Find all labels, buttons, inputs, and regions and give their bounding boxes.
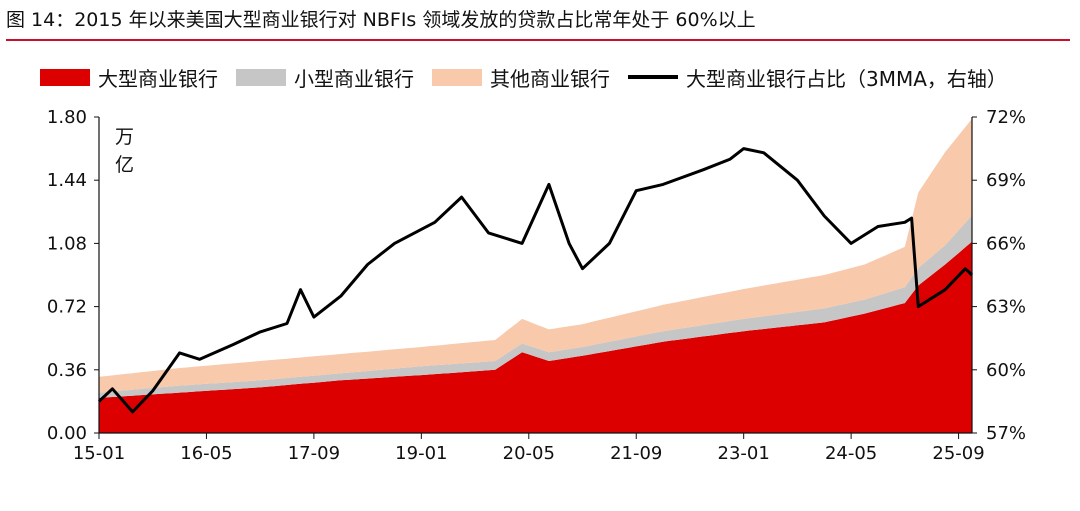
y-right-tick-label: 69%	[986, 170, 1026, 191]
y-left-tick-label: 0.72	[47, 297, 87, 318]
x-tick-label: 20-05	[503, 443, 555, 464]
y-right-tick-label: 63%	[986, 297, 1026, 318]
legend-swatch-small	[236, 68, 286, 86]
legend-item-ratio: 大型商业银行占比（3MMA，右轴）	[628, 63, 1007, 92]
legend: 大型商业银行 小型商业银行 其他商业银行 大型商业银行占比（3MMA，右轴）	[40, 63, 1025, 92]
area-large	[99, 241, 972, 433]
y-right-tick-label: 57%	[986, 423, 1026, 444]
x-tick-label: 24-05	[825, 443, 877, 464]
y-left-tick-label: 1.44	[47, 170, 87, 191]
y-right-tick-label: 72%	[986, 107, 1026, 128]
x-tick-label: 21-09	[610, 443, 662, 464]
x-tick-label: 17-09	[288, 443, 340, 464]
chart-title: 图 14：2015 年以来美国大型商业银行对 NBFIs 领域发放的贷款占比常年…	[6, 9, 756, 31]
legend-label-small: 小型商业银行	[294, 66, 414, 91]
x-tick-label: 23-01	[718, 443, 770, 464]
legend-label-ratio: 大型商业银行占比（3MMA，右轴）	[686, 66, 1007, 91]
legend-item-small: 小型商业银行	[236, 63, 414, 92]
x-tick-label: 25-09	[932, 443, 984, 464]
y-left-tick-label: 1.08	[47, 233, 87, 254]
title-rule	[6, 39, 1070, 41]
y-left-tick-label: 1.80	[47, 107, 87, 128]
y-left-tick-label: 0.36	[47, 360, 87, 381]
x-tick-label: 19-01	[395, 443, 447, 464]
legend-swatch-ratio	[628, 75, 678, 79]
y-left-unit-label: 万 亿	[115, 126, 135, 176]
x-tick-label: 16-05	[180, 443, 232, 464]
line-ratio	[97, 147, 974, 414]
y-right-tick-label: 66%	[986, 233, 1026, 254]
area-other	[99, 118, 972, 393]
y-left-tick-label: 0.00	[47, 423, 87, 444]
y-right-tick-label: 60%	[986, 360, 1026, 381]
legend-label-other: 其他商业银行	[490, 66, 610, 91]
legend-label-large: 大型商业银行	[98, 66, 218, 91]
legend-swatch-other	[432, 68, 482, 86]
x-tick-label: 15-01	[73, 443, 125, 464]
legend-item-other: 其他商业银行	[432, 63, 610, 92]
legend-swatch-large	[40, 68, 90, 86]
legend-item-large: 大型商业银行	[40, 63, 218, 92]
